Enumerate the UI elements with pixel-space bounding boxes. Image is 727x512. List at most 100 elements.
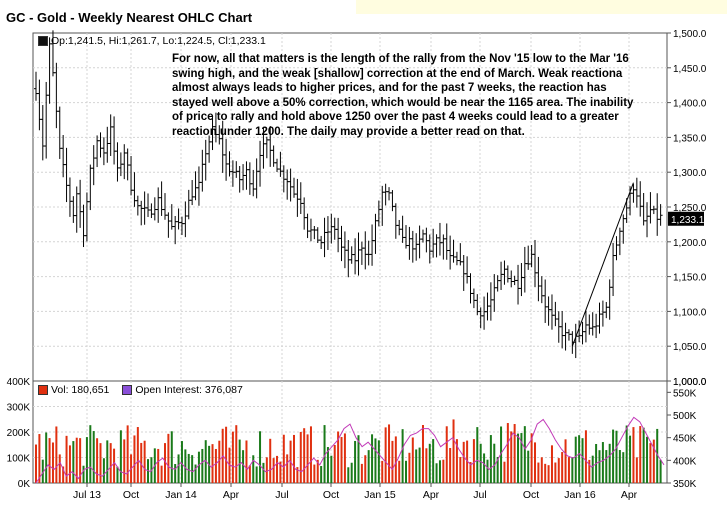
volume-bar	[113, 448, 116, 483]
volume-bar	[588, 459, 591, 483]
x-tick-label: Jul	[473, 489, 486, 501]
volume-bar	[388, 424, 391, 483]
price-y-tick-label: 1,100.0	[673, 307, 707, 318]
volume-bar	[330, 455, 333, 483]
volume-bar	[428, 443, 431, 483]
volume-bar	[649, 443, 652, 483]
volume-bar	[82, 465, 85, 483]
volume-bar	[48, 438, 51, 483]
x-tick-label: Jul 13	[73, 489, 101, 501]
volume-bar	[357, 435, 360, 483]
volume-bar	[506, 423, 509, 483]
volume-bar	[489, 435, 492, 483]
volume-bar	[197, 451, 200, 483]
volume-bar	[567, 457, 570, 483]
volume-bar	[180, 441, 183, 483]
volume-bar	[299, 431, 302, 483]
volume-bar	[242, 450, 245, 483]
volume-bar	[62, 466, 65, 483]
x-tick-label: Oct	[123, 489, 139, 501]
x-tick-label: Oct	[523, 489, 539, 501]
volume-bar	[642, 427, 645, 483]
price-y-tick-label: 1,500.0	[673, 29, 707, 40]
x-tick-label: Jan 16	[564, 489, 596, 501]
volume-bar	[438, 460, 441, 483]
volume-bar	[455, 439, 458, 483]
volume-bar	[510, 431, 513, 483]
volume-bar	[85, 437, 88, 483]
volume-bar	[272, 458, 275, 483]
volume-bar	[540, 457, 543, 483]
volume-bar	[320, 466, 323, 483]
ohlc-legend: Op:1,241.5, Hi:1,261.7, Lo:1,224.5, Cl:1…	[38, 35, 266, 47]
volume-bar	[639, 426, 642, 483]
volume-bar	[136, 427, 139, 483]
volume-bar	[391, 440, 394, 483]
volume-bar	[615, 430, 618, 483]
volume-bar	[51, 442, 54, 483]
volume-right-tick-label: 550K	[673, 388, 697, 399]
price-y-tick-labels: 1,500.0 1,450.0 1,400.0 1,350.0 1,300.0 1,250…	[667, 29, 707, 388]
volume-bar	[248, 465, 251, 483]
x-tick-label: Jan 14	[165, 489, 197, 501]
volume-bar	[398, 460, 401, 483]
price-y-tick-label: 1,000.0	[673, 377, 707, 388]
chart-title: GC - Gold - Weekly Nearest OHLC Chart	[6, 10, 253, 25]
volume-bar	[292, 434, 295, 483]
x-tick-label: Jan 15	[364, 489, 396, 501]
volume-bar	[96, 438, 99, 483]
volume-bar	[231, 431, 234, 483]
volume-bar	[187, 453, 190, 483]
volume-bar	[157, 448, 160, 483]
volume-bar	[605, 450, 608, 483]
volume-bar	[174, 464, 177, 483]
open-interest-polyline	[35, 416, 665, 484]
x-tick-label: Apr	[223, 489, 240, 501]
volume-bar	[418, 447, 421, 483]
volume-bar	[218, 440, 221, 483]
volume-bar	[537, 462, 540, 483]
volume-bar	[442, 459, 445, 483]
volume-bar	[143, 440, 146, 483]
volume-bar	[578, 435, 581, 483]
volume-bar	[472, 439, 475, 483]
volume-bar	[625, 425, 628, 483]
volume-bar	[652, 439, 655, 483]
volume-bar	[452, 419, 455, 483]
volume-bar	[360, 463, 363, 483]
volume-bar	[75, 437, 78, 483]
volume-bar	[371, 434, 374, 483]
volume-bar	[265, 457, 268, 483]
volume-left-tick-label: 300K	[7, 403, 31, 414]
volume-bar	[123, 439, 126, 483]
volume-bar	[479, 443, 482, 483]
open-interest-legend-swatch	[122, 385, 133, 395]
volume-bar	[408, 452, 411, 483]
x-tick-label: Apr	[423, 489, 440, 501]
volume-bar	[364, 455, 367, 483]
x-tick-labels: Jul 13 Oct Jan 14 Apr Jul Oct Jan 15 Apr Jul Oct J…	[73, 483, 638, 501]
volume-left-tick-label: 200K	[7, 428, 31, 439]
volume-bar	[92, 431, 95, 483]
volume-bar	[89, 425, 92, 483]
volume-bar	[225, 426, 228, 483]
volume-bar	[41, 459, 44, 483]
volume-bar	[493, 443, 496, 483]
volume-bar	[523, 426, 526, 483]
volume-bar	[45, 432, 48, 483]
volume-bar	[659, 459, 662, 483]
volume-bar	[58, 454, 61, 483]
price-annotation: 1,233.1	[571, 182, 705, 347]
volume-bar	[544, 463, 547, 483]
price-y-tick-label: 1,450.0	[673, 64, 707, 75]
volume-bar	[517, 433, 520, 483]
volume-bar	[632, 427, 635, 483]
volume-bar	[503, 461, 506, 483]
volume-bar	[612, 429, 615, 483]
volume-bar	[584, 430, 587, 483]
volume-bar	[622, 452, 625, 483]
volume-bar	[411, 437, 414, 483]
volume-bar	[513, 424, 516, 483]
volume-bar	[394, 436, 397, 483]
